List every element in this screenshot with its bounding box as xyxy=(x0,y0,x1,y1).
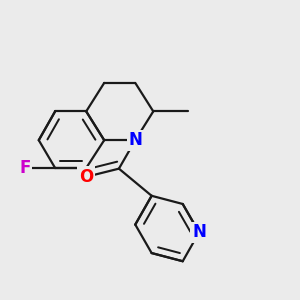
Text: N: N xyxy=(192,224,206,242)
Text: N: N xyxy=(128,131,142,149)
Text: F: F xyxy=(19,159,31,177)
Text: O: O xyxy=(79,168,93,186)
